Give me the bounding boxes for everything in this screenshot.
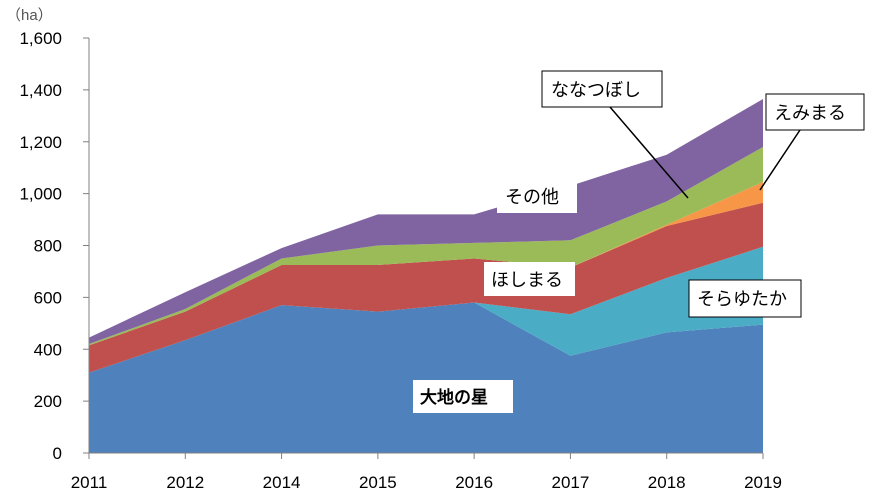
label-box-daichinohoshi — [413, 380, 513, 413]
series-label-nanatsuboshi: ななつぼし — [551, 80, 641, 101]
y-tick-label: 1,000 — [19, 185, 62, 204]
y-tick-label: 600 — [34, 288, 62, 307]
series-label-daichinohoshi: 大地の星 — [420, 387, 488, 408]
area-series-4 — [89, 146, 763, 346]
series-label-emimaru: えみまる — [774, 103, 846, 124]
x-tick-label: 2016 — [455, 473, 493, 492]
y-tick-label: 1,200 — [19, 133, 62, 152]
label-box-hoshimaru — [484, 262, 575, 296]
label-box-sonota — [497, 178, 577, 213]
y-unit-label: （ha） — [6, 7, 53, 24]
y-tick-group: 0 200 400 600 800 1,000 1,200 1,400 1,600 — [19, 29, 89, 463]
x-tick-label: 2015 — [359, 473, 397, 492]
y-tick-label: 200 — [34, 392, 62, 411]
series-label-sorayutaka: そらゆたか — [697, 289, 787, 310]
x-tick-label: 2018 — [648, 473, 686, 492]
x-tick-label: 2011 — [71, 473, 108, 492]
y-tick-label: 1,600 — [19, 29, 62, 48]
x-tick-label: 2014 — [263, 473, 301, 492]
leader-line-emimaru — [759, 129, 801, 191]
leader-line-nanatsuboshi — [609, 106, 689, 199]
y-tick-label: 400 — [34, 340, 62, 359]
area-series-2 — [89, 202, 763, 373]
y-tick-label: 0 — [53, 444, 62, 463]
area-series-5 — [89, 98, 763, 345]
y-tick-label: 800 — [34, 237, 62, 256]
label-box-nanatsuboshi — [541, 70, 663, 108]
x-tick-label: 2017 — [552, 473, 590, 492]
x-tick-label: 2012 — [166, 473, 204, 492]
area-series-1 — [89, 246, 763, 373]
area-series-0 — [89, 302, 763, 453]
x-tick-label: 2019 — [744, 473, 782, 492]
area-series-group — [89, 98, 763, 453]
x-tick-group: 2011 2012 2014 2015 2016 2017 2018 2019 — [71, 453, 782, 492]
y-tick-label: 1,400 — [19, 81, 62, 100]
series-label-hoshimaru: ほしまる — [491, 270, 563, 291]
series-label-sonota: その他 — [505, 187, 559, 208]
label-box-emimaru — [765, 93, 865, 131]
label-box-sorayutaka — [688, 279, 802, 318]
